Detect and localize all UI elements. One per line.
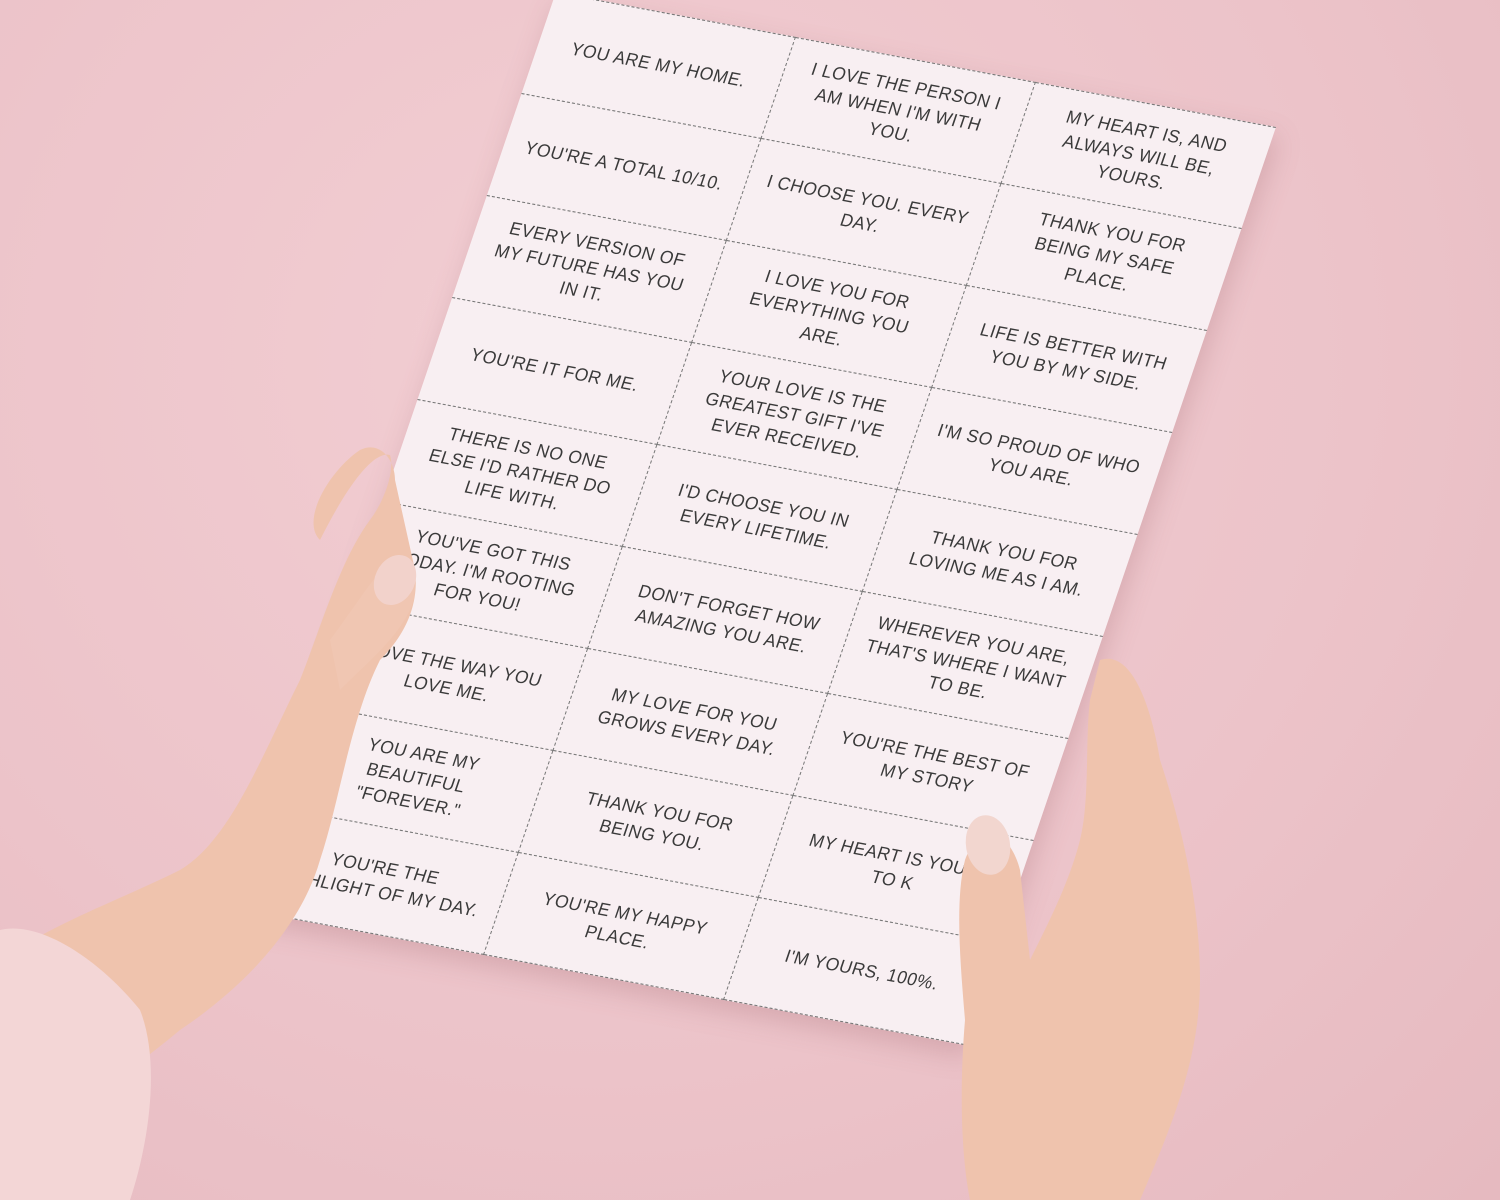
left-hand: [0, 447, 417, 1200]
right-hand: [959, 658, 1200, 1200]
